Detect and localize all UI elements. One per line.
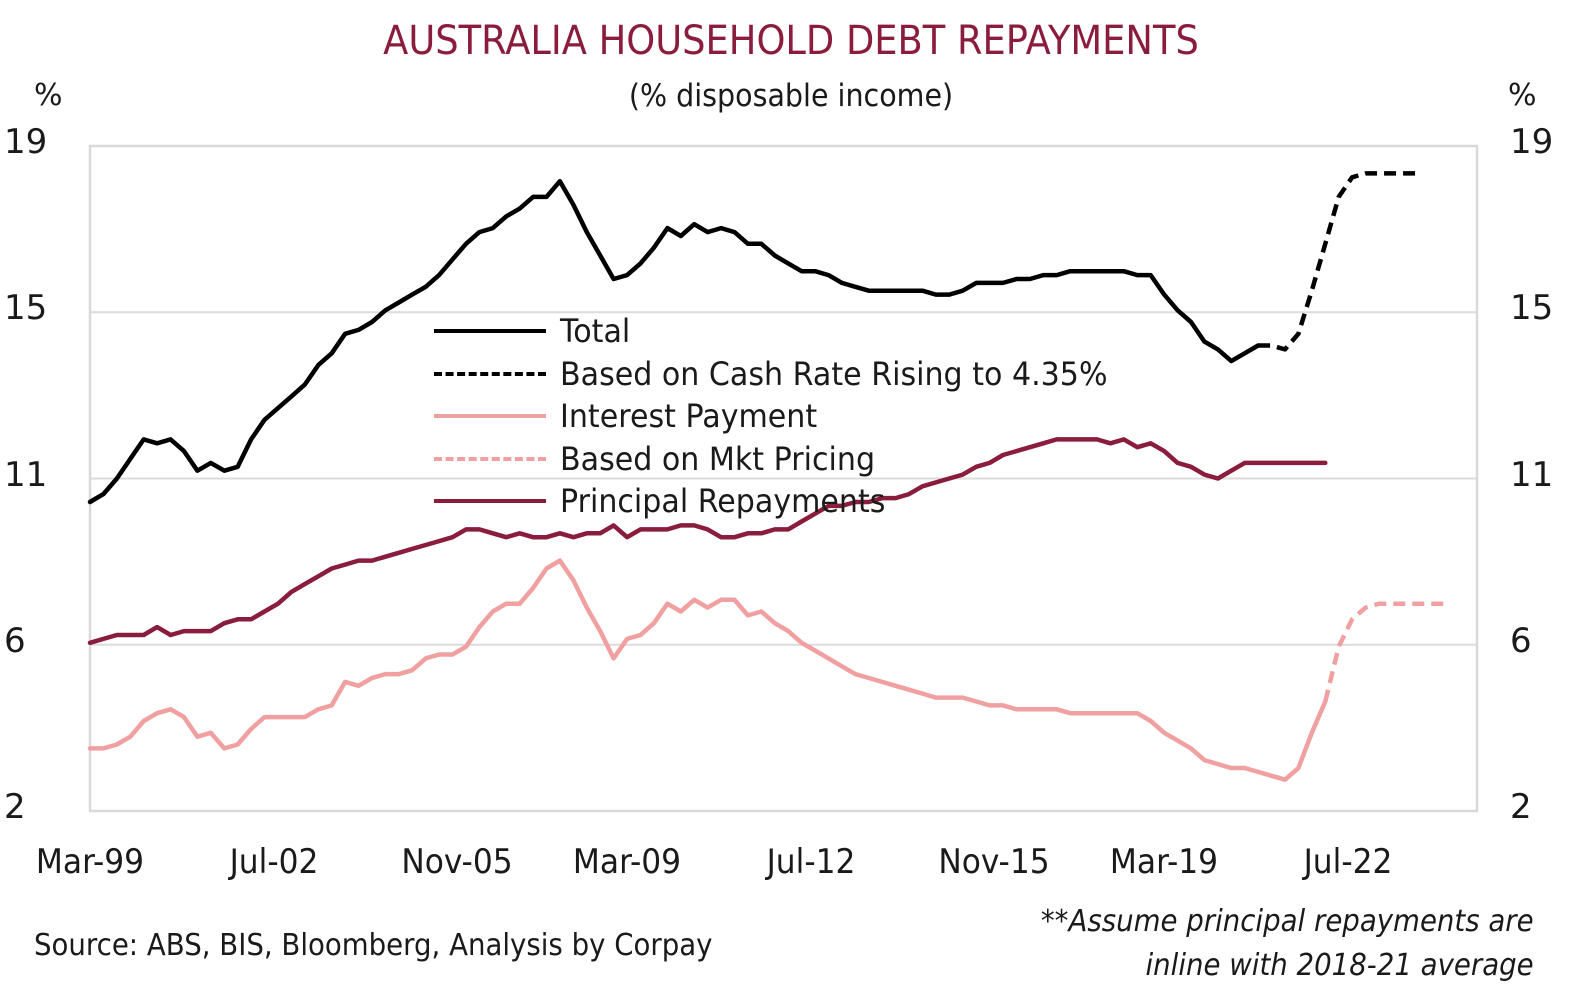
x-tick-label: Mar-99 (35, 842, 145, 882)
legend-swatch-interest (434, 414, 546, 419)
x-tick-label: Mar-19 (1110, 842, 1219, 882)
y-tick-label-left: 15 (4, 288, 48, 329)
plot-frame (88, 144, 1479, 813)
y-tick-label-right: 15 (1510, 288, 1554, 329)
assumption-note-line-2: inline with 2018-21 average (1145, 948, 1534, 983)
x-tick-label: Nov-15 (938, 842, 1050, 882)
y-tick-label-left: 6 (4, 620, 26, 661)
x-tick-label: Jul-22 (1303, 842, 1393, 882)
series-line-principal-repayments (87, 437, 1328, 646)
y-tick-label-right: 19 (1510, 122, 1554, 162)
legend-label: Total (560, 312, 631, 351)
legend-swatch-cash-rate (434, 371, 546, 376)
legend-swatch-total (434, 329, 546, 334)
legend-label: Interest Payment (560, 397, 818, 436)
legend-item-cash-rate: Based on Cash Rate Rising to 4.35% (434, 353, 1142, 396)
series-lines (87, 171, 1447, 782)
y-tick-label-left: 19 (4, 122, 48, 162)
legend-label: Based on Mkt Pricing (560, 439, 876, 478)
series-line-based-on-cash-rate-rising-to-4-35 (1258, 171, 1420, 352)
y-axis-unit-left: % (34, 78, 63, 113)
assumption-note-line-1: **Assume principal repayments are (1041, 904, 1534, 939)
series-line-based-on-mkt-pricing (1323, 601, 1447, 703)
chart-subtitle: (% disposable income) (628, 78, 954, 114)
assumption-note: **Assume principal repayments are inline… (1041, 900, 1534, 988)
y-tick-label-right: 6 (1510, 620, 1532, 661)
legend: Total Based on Cash Rate Rising to 4.35%… (434, 310, 1142, 523)
legend-label: Principal Repayments (560, 482, 886, 521)
legend-swatch-principal (434, 499, 546, 504)
legend-item-principal: Principal Repayments (434, 480, 1142, 523)
source-note: Source: ABS, BIS, Bloomberg, Analysis by… (34, 928, 713, 963)
legend-item-interest: Interest Payment (434, 395, 1142, 438)
series-line-total (87, 178, 1261, 505)
y-tick-label-right: 2 (1510, 787, 1532, 827)
x-tick-label: Jul-12 (766, 842, 856, 882)
y-axis-unit-right: % (1508, 78, 1537, 113)
series-line-interest-payment (87, 558, 1328, 782)
legend-swatch-mkt-pricing (434, 456, 546, 461)
y-tick-label-right: 11 (1510, 454, 1554, 495)
legend-item-total: Total (434, 310, 1142, 353)
chart-title: AUSTRALIA HOUSEHOLD DEBT REPAYMENTS (383, 18, 1199, 64)
legend-label: Based on Cash Rate Rising to 4.35% (560, 354, 1108, 393)
x-tick-label: Jul-02 (229, 842, 318, 882)
x-tick-label: Mar-09 (572, 842, 682, 882)
y-tick-label-left: 11 (4, 454, 48, 495)
legend-item-mkt-pricing: Based on Mkt Pricing (434, 438, 1142, 481)
y-tick-label-left: 2 (4, 787, 26, 827)
x-tick-label: Nov-05 (401, 842, 513, 882)
